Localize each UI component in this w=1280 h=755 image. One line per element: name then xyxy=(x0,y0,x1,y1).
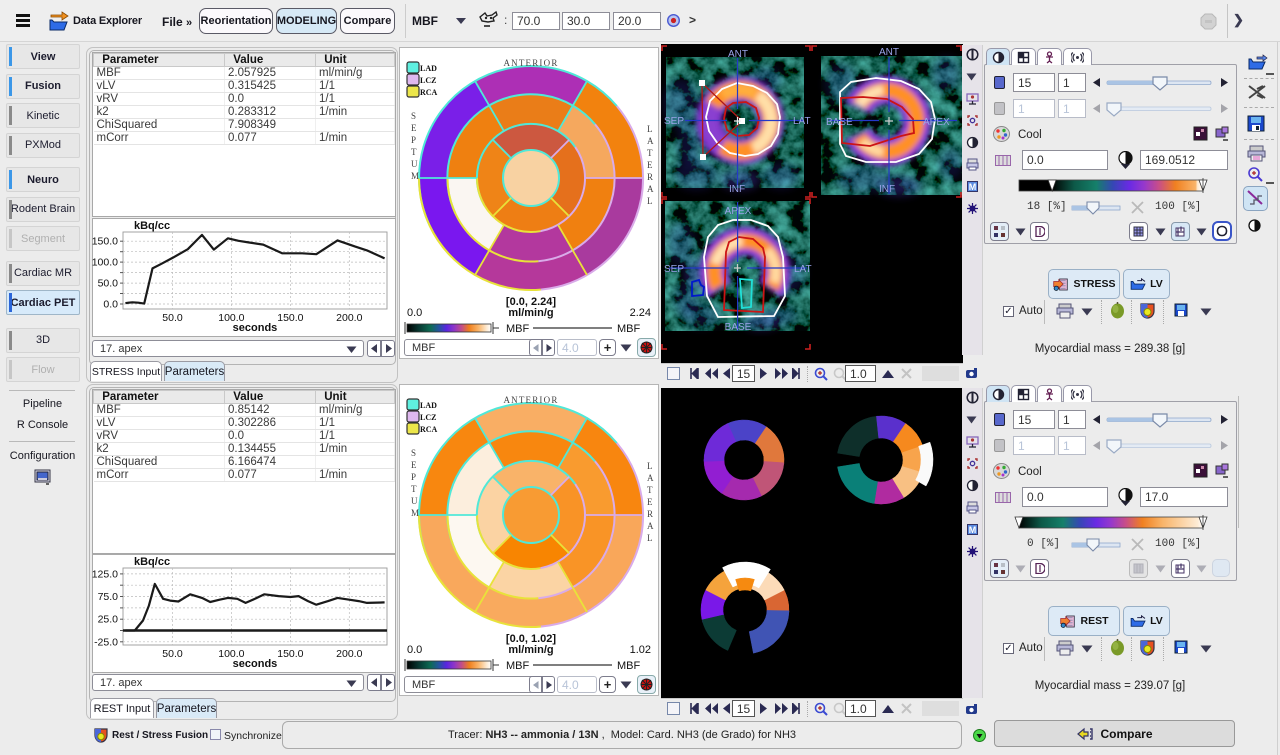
svg-text:75.0: 75.0 xyxy=(98,591,119,603)
svg-text:kBq/cc: kBq/cc xyxy=(134,220,170,232)
svg-text:U: U xyxy=(411,159,418,169)
svg-text:APEX: APEX xyxy=(923,117,950,128)
svg-text:ml/min/g: ml/min/g xyxy=(508,644,553,656)
svg-text:LAT: LAT xyxy=(793,116,811,127)
svg-text:L: L xyxy=(647,124,653,134)
svg-text:150.0: 150.0 xyxy=(277,648,303,660)
svg-text:P: P xyxy=(411,472,416,482)
svg-text:M: M xyxy=(969,525,977,535)
svg-text:APEX: APEX xyxy=(725,206,752,217)
svg-text:MBF: MBF xyxy=(506,660,530,672)
svg-text:U: U xyxy=(411,496,418,506)
svg-text:T: T xyxy=(411,484,417,494)
svg-text:A: A xyxy=(647,136,654,146)
svg-text:kBq/cc: kBq/cc xyxy=(134,556,170,568)
svg-text:R: R xyxy=(647,172,653,182)
svg-text:L: L xyxy=(647,533,653,543)
svg-text:BASE: BASE xyxy=(725,322,752,333)
svg-text:L: L xyxy=(647,196,653,206)
svg-text:150.0: 150.0 xyxy=(92,236,118,248)
svg-text:A: A xyxy=(647,184,654,194)
svg-text:ml/min/g: ml/min/g xyxy=(508,307,553,319)
svg-text:200.0: 200.0 xyxy=(336,312,362,324)
svg-text:E: E xyxy=(647,497,653,507)
svg-text:50.0: 50.0 xyxy=(162,312,183,324)
svg-text:M: M xyxy=(411,171,419,181)
svg-text:ANT: ANT xyxy=(728,49,748,60)
svg-text:T: T xyxy=(647,148,653,158)
svg-text:LAD: LAD xyxy=(420,401,437,410)
svg-text:0.0: 0.0 xyxy=(103,299,118,311)
svg-text:S: S xyxy=(411,448,416,458)
svg-text:-25.0: -25.0 xyxy=(94,636,118,648)
svg-text:A: A xyxy=(647,521,654,531)
svg-text:LAD: LAD xyxy=(420,64,437,73)
svg-text:LCZ: LCZ xyxy=(420,413,436,422)
svg-text:INF: INF xyxy=(729,184,745,195)
svg-text:MBF: MBF xyxy=(506,323,530,335)
svg-text:ANT: ANT xyxy=(879,47,899,58)
svg-text:LAT: LAT xyxy=(794,264,812,275)
svg-text:50.0: 50.0 xyxy=(162,648,183,660)
svg-text:ANTERIOR: ANTERIOR xyxy=(503,58,558,68)
svg-text:100.0: 100.0 xyxy=(218,312,244,324)
svg-text:100.0: 100.0 xyxy=(218,648,244,660)
svg-text:0.0: 0.0 xyxy=(407,307,422,319)
svg-text:100.0: 100.0 xyxy=(92,257,118,269)
svg-text:25.0: 25.0 xyxy=(98,614,119,626)
svg-text:seconds: seconds xyxy=(233,322,278,334)
svg-text:150.0: 150.0 xyxy=(277,312,303,324)
svg-text:E: E xyxy=(411,460,417,470)
svg-text:0.0: 0.0 xyxy=(407,644,422,656)
svg-text:ANTERIOR: ANTERIOR xyxy=(503,395,558,405)
svg-text:SEP: SEP xyxy=(664,116,684,127)
svg-text:RCA: RCA xyxy=(420,425,438,434)
svg-text:R: R xyxy=(647,509,653,519)
svg-text:T: T xyxy=(411,147,417,157)
svg-text:50.0: 50.0 xyxy=(98,278,119,290)
svg-text:seconds: seconds xyxy=(233,658,278,670)
svg-text:[0.0, 2.24]: [0.0, 2.24] xyxy=(506,296,556,308)
svg-text:2.24: 2.24 xyxy=(630,307,651,319)
svg-text:E: E xyxy=(411,123,417,133)
svg-text:S: S xyxy=(411,111,416,121)
svg-text:M: M xyxy=(969,182,977,192)
svg-text:LCZ: LCZ xyxy=(420,76,436,85)
svg-text:MBF: MBF xyxy=(617,323,641,335)
svg-text:INF: INF xyxy=(879,184,895,195)
svg-text:1.02: 1.02 xyxy=(630,644,651,656)
svg-text:L: L xyxy=(647,461,653,471)
svg-text:[0.0, 1.02]: [0.0, 1.02] xyxy=(506,633,556,645)
svg-text:A: A xyxy=(647,473,654,483)
svg-text:P: P xyxy=(411,135,416,145)
svg-text:E: E xyxy=(647,160,653,170)
svg-text:200.0: 200.0 xyxy=(336,648,362,660)
svg-text:RCA: RCA xyxy=(420,88,438,97)
svg-text:M: M xyxy=(411,508,419,518)
svg-text:125.0: 125.0 xyxy=(92,568,118,580)
svg-text:BASE: BASE xyxy=(826,117,853,128)
svg-text:SEP: SEP xyxy=(664,264,684,275)
svg-text:T: T xyxy=(647,485,653,495)
svg-text:MBF: MBF xyxy=(617,660,641,672)
